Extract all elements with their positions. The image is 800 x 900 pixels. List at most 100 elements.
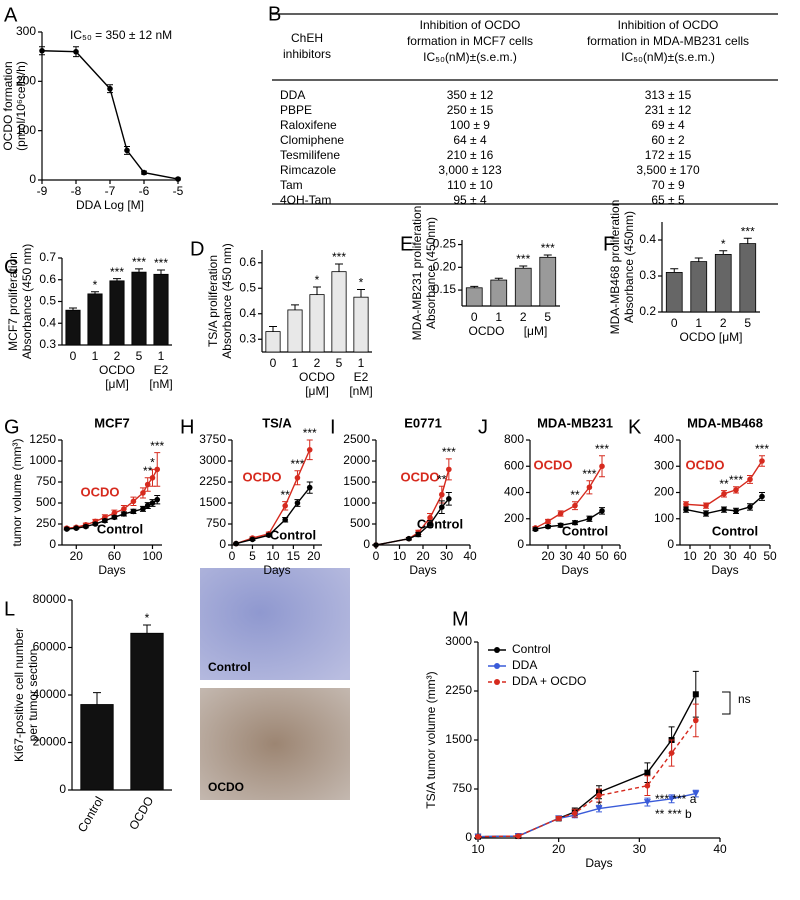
marker	[282, 517, 288, 523]
error-bar	[470, 285, 479, 288]
marker	[572, 502, 578, 509]
marker	[644, 782, 651, 789]
y-tick-label: 300	[654, 458, 674, 472]
marker	[149, 500, 156, 506]
table-cell: 350 ± 12	[447, 88, 494, 102]
x-tick-label: 30	[723, 549, 737, 563]
marker	[415, 531, 422, 538]
table-cell: DDA	[280, 88, 305, 102]
marker	[721, 506, 727, 513]
significance: *	[315, 273, 320, 287]
marker	[545, 523, 551, 530]
y-tick-label: 250	[36, 516, 56, 530]
table-cell: 3,000 ± 123	[438, 163, 502, 177]
y-tick-label: 0.6	[239, 255, 256, 269]
table-cell: 70 ± 9	[651, 178, 685, 192]
panel-letter: K	[628, 416, 642, 438]
table-header: inhibitors	[283, 47, 331, 61]
x-tick-label: 0	[471, 310, 478, 324]
x-axis-label: [μM]	[305, 384, 329, 398]
chart-title: E0771	[404, 415, 442, 430]
table-cell: Tesmilifene	[280, 148, 340, 162]
marker	[121, 506, 127, 512]
y-axis-label: Absorbance (450 nm)	[220, 243, 234, 358]
bar	[309, 294, 325, 353]
error-bar	[91, 291, 99, 294]
x-tick-label: 0	[671, 316, 678, 330]
x-tick-label: 10	[683, 549, 697, 563]
marker	[121, 511, 127, 517]
legend-marker	[494, 663, 500, 669]
table-cell: 100 ± 9	[450, 118, 490, 132]
table-cell: 60 ± 2	[651, 133, 685, 147]
marker	[683, 506, 689, 513]
table-cell: Rimcazole	[280, 163, 336, 177]
marker	[439, 504, 445, 511]
table-header: IC₅₀(nM)±(s.e.m.)	[621, 50, 715, 64]
table-cell: Tam	[280, 178, 303, 192]
x-tick-label: 1	[292, 356, 299, 370]
x-tick-label: 60	[108, 549, 122, 563]
x-tick-label: 5	[249, 549, 256, 563]
significance: **	[143, 464, 153, 478]
y-tick-label: 1500	[343, 474, 370, 488]
significance: ***	[332, 250, 346, 264]
x-tick-label: 0	[229, 549, 236, 563]
y-tick-label: 3750	[199, 432, 226, 446]
marker	[692, 691, 699, 698]
y-tick-label: 1250	[29, 432, 56, 446]
x-tick-label: 100	[142, 549, 162, 563]
bar	[690, 261, 708, 313]
significance: ***	[516, 252, 530, 266]
x-tick-label: 1	[495, 310, 502, 324]
significance: ***	[303, 426, 317, 440]
marker	[703, 510, 709, 517]
bar	[153, 273, 169, 346]
significance: **	[281, 488, 291, 502]
y-tick-label: 0.2	[639, 304, 656, 318]
error-bar	[357, 289, 365, 298]
marker	[92, 521, 99, 527]
x-tick-label: 20	[541, 549, 555, 563]
marker	[692, 790, 700, 798]
marker	[266, 532, 272, 538]
marker	[144, 502, 151, 509]
table-cell: 250 ± 15	[447, 103, 494, 117]
panel-letter: H	[180, 416, 194, 438]
significance: **	[570, 488, 580, 502]
table-cell: 231 ± 12	[645, 103, 692, 117]
x-tick-label: 0	[373, 549, 380, 563]
table-header: formation in MDA-MB231 cells	[587, 34, 749, 48]
marker	[572, 519, 578, 526]
marker	[306, 484, 313, 491]
bar	[87, 293, 103, 346]
error-bar	[519, 265, 528, 269]
marker	[439, 491, 445, 498]
table-cell: 95 ± 4	[453, 193, 487, 207]
x-axis-label: Days	[585, 856, 612, 870]
x-tick-label: -7	[105, 184, 116, 198]
y-tick-label: 0	[667, 537, 674, 551]
y-tick-label: 200	[16, 74, 36, 88]
y-axis-label: Absorbance (450nm)	[424, 217, 438, 329]
panel-letter: G	[4, 416, 20, 438]
legend-marker	[494, 647, 500, 653]
bar	[109, 280, 125, 346]
x-tick-label: 0	[270, 356, 277, 370]
y-axis-label: per tumor section	[26, 649, 40, 742]
x-tick-label: 20	[552, 842, 566, 856]
error-bar	[543, 254, 552, 258]
error-bar	[313, 286, 321, 295]
significance: *	[145, 611, 150, 625]
significance: ***	[442, 445, 456, 459]
y-tick-label: 0	[219, 537, 226, 551]
y-axis-label: MDA-MB231 proliferation	[410, 206, 424, 341]
marker	[557, 522, 564, 529]
tissue-image	[200, 688, 350, 800]
y-axis-label: Absorbance (450 nm)	[20, 244, 34, 359]
y-tick-label: 500	[350, 516, 370, 530]
significance: ***	[132, 255, 146, 269]
x-tick-label: 40	[577, 549, 591, 563]
marker	[703, 502, 709, 509]
